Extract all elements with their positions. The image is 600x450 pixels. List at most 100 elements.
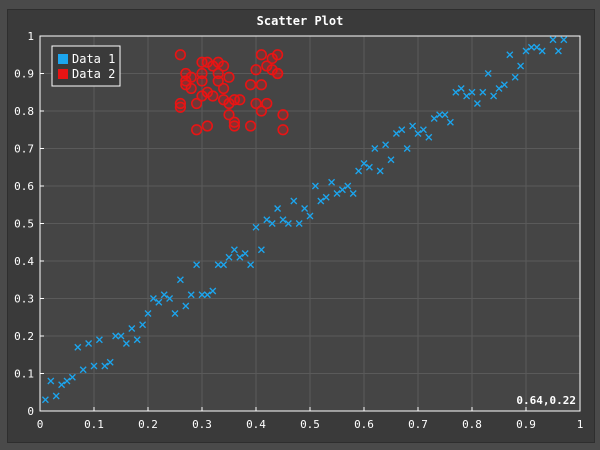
data-point-data-1 — [236, 253, 244, 261]
y-tick-label: 0.8 — [14, 105, 34, 118]
data-point-data-1 — [268, 220, 276, 227]
data-point-data-1 — [517, 62, 525, 70]
data-point-data-2 — [234, 94, 246, 106]
x-tick-label: 0.8 — [462, 418, 482, 431]
data-point-data-1 — [284, 220, 292, 227]
data-point-data-1 — [149, 295, 157, 302]
series-data-2 — [174, 49, 289, 136]
data-point-data-1 — [155, 298, 163, 306]
y-tick-label: 0.4 — [14, 255, 34, 268]
data-point-data-1 — [74, 343, 82, 351]
data-point-data-1 — [349, 190, 357, 197]
legend[interactable]: Data 1 Data 2 — [51, 45, 121, 87]
data-point-data-1 — [344, 182, 352, 190]
data-point-data-2 — [228, 120, 240, 132]
data-point-data-1 — [279, 216, 287, 224]
x-tick-label: 0 — [37, 418, 44, 431]
data-point-data-1 — [301, 205, 309, 212]
data-point-data-1 — [193, 261, 201, 269]
data-point-data-2 — [191, 97, 203, 110]
y-tick-label: 0.1 — [14, 368, 34, 381]
data-point-data-1 — [430, 115, 438, 122]
data-point-data-1 — [495, 85, 503, 92]
data-point-data-1 — [85, 340, 93, 347]
data-point-data-1 — [387, 156, 395, 164]
data-point-data-1 — [63, 377, 71, 385]
data-point-data-1 — [95, 336, 103, 344]
data-point-data-2 — [261, 97, 273, 110]
data-point-data-1 — [371, 145, 379, 152]
data-point-data-2 — [272, 49, 284, 61]
data-point-data-1 — [403, 145, 411, 152]
data-point-data-1 — [214, 261, 222, 269]
data-point-data-1 — [79, 366, 87, 374]
data-point-data-1 — [198, 291, 206, 299]
data-point-data-2 — [180, 75, 192, 87]
x-tick-label: 0.6 — [354, 418, 374, 431]
data-point-data-1 — [128, 325, 136, 332]
data-point-data-1 — [436, 111, 444, 119]
data-point-data-1 — [560, 36, 568, 44]
data-point-data-1 — [160, 291, 168, 299]
data-point-data-2 — [250, 97, 262, 110]
data-point-data-1 — [463, 92, 471, 100]
data-point-data-1 — [392, 130, 400, 137]
data-point-data-1 — [144, 310, 152, 317]
data-point-data-1 — [166, 295, 174, 302]
legend-swatch-data-2 — [58, 69, 68, 79]
x-tick-label: 1 — [577, 418, 584, 431]
data-point-data-2 — [272, 67, 284, 80]
data-point-data-1 — [209, 287, 217, 295]
chart-title: Scatter Plot — [256, 14, 344, 28]
legend-swatch-data-1 — [58, 54, 68, 64]
data-point-data-2 — [228, 116, 240, 128]
data-point-data-1 — [171, 310, 179, 317]
data-point-data-1 — [457, 85, 465, 92]
data-point-data-1 — [106, 358, 114, 366]
data-point-data-1 — [500, 81, 508, 89]
data-point-data-2 — [277, 109, 289, 121]
data-point-data-1 — [398, 126, 406, 134]
y-tick-label: 0.5 — [14, 218, 34, 231]
y-tick-label: 0.6 — [14, 180, 34, 193]
data-point-data-2 — [174, 49, 186, 61]
data-point-data-1 — [58, 381, 66, 389]
data-point-data-2 — [245, 120, 257, 132]
data-point-data-1 — [176, 276, 184, 284]
data-point-data-1 — [484, 70, 492, 77]
data-point-data-2 — [174, 101, 186, 113]
data-point-data-1 — [441, 111, 449, 119]
data-point-data-1 — [506, 51, 514, 59]
data-point-data-1 — [419, 126, 427, 134]
data-point-data-2 — [255, 105, 268, 117]
data-point-data-1 — [247, 261, 255, 269]
data-point-data-1 — [47, 377, 55, 385]
x-axis-ticks: 0 0.1 0.2 0.3 0.4 0.5 0.6 0.7 0.8 0.9 1 — [37, 407, 584, 431]
data-point-data-1 — [290, 197, 298, 205]
data-point-data-1 — [187, 291, 195, 299]
data-point-data-1 — [338, 186, 346, 194]
data-point-data-1 — [317, 197, 325, 205]
data-point-data-1 — [538, 47, 546, 55]
data-point-data-1 — [468, 88, 476, 96]
data-point-data-2 — [277, 124, 289, 136]
data-point-data-1 — [117, 332, 125, 340]
y-tick-label: 0.3 — [14, 293, 34, 306]
data-point-data-2 — [223, 109, 235, 121]
data-point-data-1 — [533, 43, 541, 51]
y-tick-label: 0 — [27, 405, 34, 418]
data-point-data-1 — [112, 332, 120, 340]
data-point-data-2 — [223, 71, 235, 83]
data-point-data-1 — [452, 88, 460, 96]
legend-box — [51, 45, 121, 87]
data-point-data-2 — [255, 79, 268, 91]
data-point-data-1 — [554, 47, 562, 55]
data-point-data-2 — [196, 75, 208, 87]
coordinate-readout: 0.64,0.22 — [516, 394, 576, 407]
data-point-data-1 — [68, 373, 76, 381]
data-point-data-2 — [212, 75, 224, 87]
data-point-data-1 — [220, 261, 228, 269]
data-point-data-1 — [382, 141, 390, 149]
data-point-data-1 — [182, 302, 190, 310]
